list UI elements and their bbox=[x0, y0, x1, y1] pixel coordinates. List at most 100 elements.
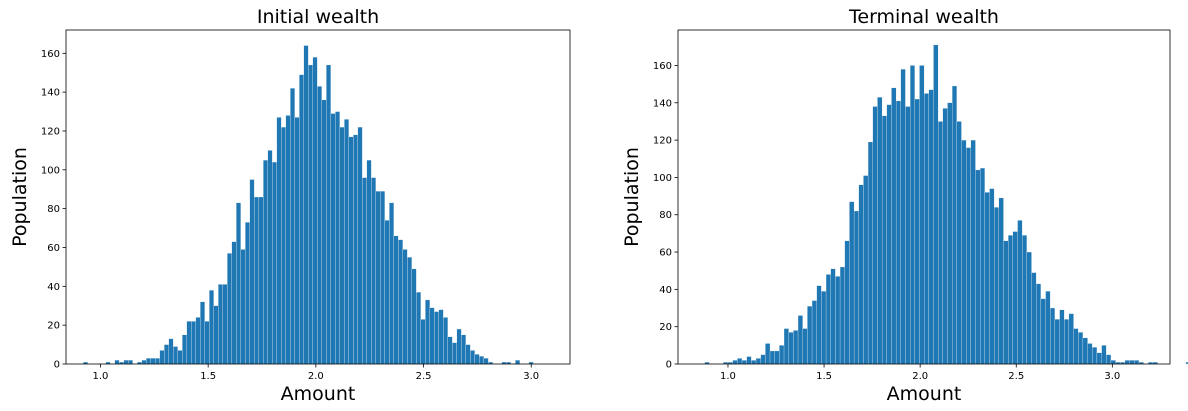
histogram-bar bbox=[853, 210, 859, 365]
plot-frame-initial-wealth bbox=[65, 29, 571, 365]
histogram-bar bbox=[732, 360, 738, 365]
histogram-bar bbox=[438, 309, 444, 365]
y-tick-label: 0 bbox=[54, 360, 60, 371]
y-tick-label: 60 bbox=[659, 248, 672, 259]
histogram-bar bbox=[240, 249, 246, 365]
histogram-bar bbox=[326, 64, 331, 365]
histogram-bar bbox=[155, 358, 160, 365]
histogram-bar bbox=[947, 102, 953, 365]
histogram-bar bbox=[182, 334, 187, 365]
histogram-bar bbox=[339, 126, 345, 365]
histogram-bar bbox=[938, 121, 943, 365]
histogram-bar bbox=[816, 285, 822, 365]
histogram-bar bbox=[942, 108, 948, 365]
histogram-bar bbox=[1059, 309, 1065, 365]
histogram-bar bbox=[1045, 291, 1051, 365]
histogram-bar bbox=[807, 306, 813, 365]
histogram-bar bbox=[191, 321, 196, 365]
histogram-bar bbox=[1134, 360, 1140, 365]
histogram-bar bbox=[1022, 235, 1028, 365]
histogram-bar bbox=[1040, 298, 1046, 365]
histogram-bar bbox=[881, 115, 887, 365]
x-axis-label-initial-wealth: Amount bbox=[281, 383, 356, 405]
histogram-bar bbox=[900, 69, 906, 365]
histogram-bar bbox=[222, 284, 228, 365]
histogram-bar bbox=[258, 196, 264, 365]
histogram-bar bbox=[407, 257, 412, 365]
histogram-bar bbox=[366, 159, 372, 365]
x-tick-label: 2.0 bbox=[912, 371, 928, 382]
y-tick-label: 60 bbox=[47, 243, 60, 254]
histogram-bar bbox=[416, 292, 421, 365]
histogram-bar bbox=[465, 344, 471, 365]
histogram-bar bbox=[285, 115, 291, 365]
histogram-bar bbox=[483, 358, 489, 365]
histogram-bar bbox=[141, 359, 147, 365]
histogram-bar bbox=[447, 336, 453, 365]
chart-title-terminal-wealth: Terminal wealth bbox=[848, 6, 999, 28]
histogram-bar bbox=[1068, 313, 1074, 365]
histogram-bar bbox=[755, 358, 761, 365]
histogram-bar bbox=[1092, 347, 1098, 365]
y-tick-label: 40 bbox=[47, 282, 60, 293]
histogram-bar bbox=[411, 268, 417, 365]
histogram-bar bbox=[966, 147, 971, 365]
x-ticks-terminal-wealth: 1.0 1.5 2.0 2.5 3.0 bbox=[720, 364, 1120, 382]
histogram-bar bbox=[835, 276, 841, 365]
histogram-bar bbox=[294, 117, 300, 365]
histogram-bar bbox=[425, 299, 430, 365]
histogram-bar bbox=[393, 235, 399, 365]
histogram-bar bbox=[1036, 283, 1042, 365]
histogram-bar bbox=[989, 188, 995, 365]
histogram-bar bbox=[299, 74, 304, 365]
histogram-bar bbox=[479, 356, 484, 365]
histogram-bar bbox=[825, 274, 831, 365]
histogram-bar bbox=[470, 350, 475, 365]
histogram-bar bbox=[1012, 231, 1018, 365]
histogram-bar bbox=[389, 202, 394, 365]
histogram-bar bbox=[375, 191, 381, 365]
y-ticks-initial-wealth: 0 20 40 60 80 100 120 140 160 bbox=[41, 49, 66, 371]
x-tick-label: 2.5 bbox=[416, 371, 432, 382]
histogram-bar bbox=[245, 222, 250, 365]
histogram-bar bbox=[961, 139, 967, 365]
histogram-bar bbox=[254, 196, 259, 365]
histogram-bar bbox=[1124, 360, 1130, 365]
histogram-bar bbox=[429, 307, 435, 365]
histogram-bar bbox=[1101, 345, 1107, 365]
histogram-bar bbox=[231, 241, 237, 365]
histogram-bar bbox=[200, 301, 205, 365]
histogram-bar bbox=[895, 100, 901, 365]
histogram-bar bbox=[774, 350, 780, 365]
histogram-bar bbox=[461, 334, 466, 365]
histogram-bar bbox=[1082, 337, 1088, 365]
x-tick-label: 2.0 bbox=[308, 371, 324, 382]
plot-frame-terminal-wealth bbox=[677, 29, 1171, 365]
histogram-bar bbox=[312, 57, 318, 365]
histogram-bar bbox=[204, 321, 210, 365]
y-tick-label: 140 bbox=[41, 88, 60, 99]
histogram-bar bbox=[797, 315, 803, 365]
histogram-bar bbox=[858, 184, 864, 365]
histogram-bar bbox=[1087, 343, 1093, 365]
histogram-bar bbox=[849, 201, 855, 365]
histogram-bar bbox=[380, 191, 385, 365]
histogram-bar bbox=[952, 85, 957, 365]
histogram-bar bbox=[276, 117, 282, 365]
y-tick-label: 80 bbox=[47, 204, 60, 215]
histogram-bar bbox=[793, 330, 799, 365]
histogram-bar bbox=[811, 300, 817, 365]
x-tick-label: 3.0 bbox=[1104, 371, 1120, 382]
histogram-bar bbox=[751, 360, 757, 365]
histogram-bar bbox=[290, 88, 295, 365]
x-tick-label: 1.0 bbox=[93, 371, 109, 382]
histogram-bar bbox=[434, 311, 439, 365]
histogram-bar bbox=[994, 207, 999, 365]
histogram-bar bbox=[1054, 319, 1060, 365]
histogram-bar bbox=[867, 141, 873, 365]
histogram-bar bbox=[844, 240, 850, 365]
chart-title-initial-wealth: Initial wealth bbox=[257, 6, 379, 28]
histogram-bar bbox=[877, 97, 883, 365]
histogram-bar bbox=[980, 167, 985, 365]
